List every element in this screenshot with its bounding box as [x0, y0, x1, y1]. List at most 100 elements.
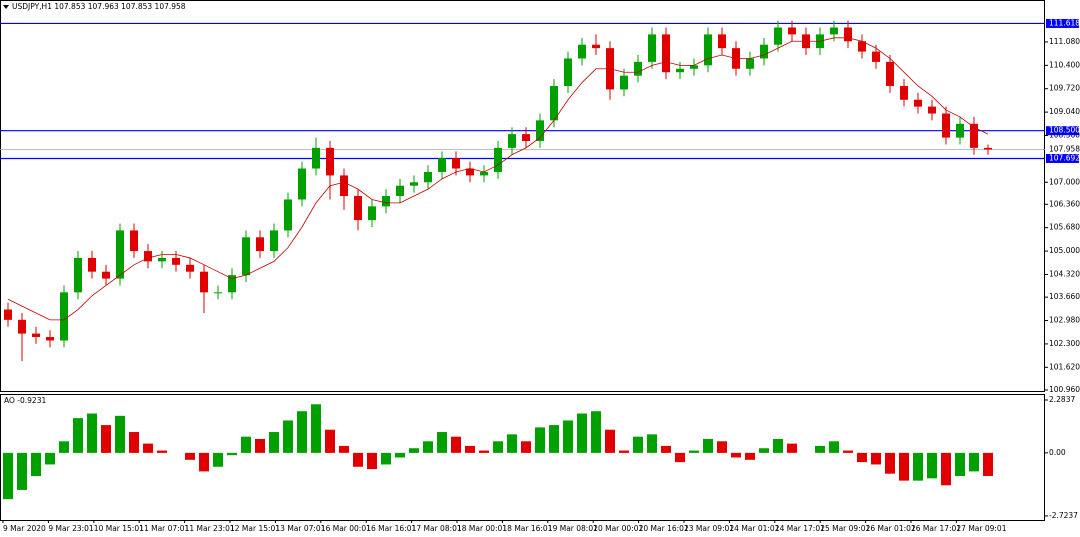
y-tick-label: -2.7237 [1049, 511, 1078, 520]
ao-bar [689, 450, 699, 453]
candle-body [788, 27, 796, 35]
candle-body [634, 61, 642, 76]
x-tick-label: 16 Mar 16:01 [366, 524, 416, 533]
candle-body [172, 257, 180, 265]
candle-body [564, 58, 572, 86]
candle-body [662, 34, 670, 73]
candle-body [410, 182, 418, 186]
y-tick-label: 103.660 [1049, 292, 1080, 301]
ao-bar [241, 436, 251, 453]
ao-bar [675, 452, 685, 463]
ao-bar [955, 452, 965, 477]
candle-body [228, 275, 236, 293]
candle-body [746, 58, 754, 69]
candle-body [242, 237, 250, 276]
ao-bar [619, 450, 629, 453]
ao-bar [353, 452, 363, 467]
y-tick-label: 102.300 [1049, 339, 1080, 348]
x-tick-label: 9 Mar 2020 [3, 524, 46, 533]
ao-bar [563, 420, 573, 453]
candle-body [396, 185, 404, 197]
candle-body [326, 147, 334, 176]
ao-bar [843, 450, 853, 453]
ao-bar [423, 441, 433, 453]
ao-bar [535, 427, 545, 453]
candle-body [130, 230, 138, 252]
candle-body [200, 271, 208, 293]
x-tick-label: 11 Mar 07:01 [139, 524, 189, 533]
ao-bar [731, 452, 741, 458]
ao-bar [213, 452, 223, 467]
candle-body [74, 257, 82, 293]
ao-bar [73, 418, 83, 453]
candle-body [158, 257, 166, 262]
ao-bar [367, 452, 377, 470]
candle-body [270, 230, 278, 252]
ao-bar [311, 404, 321, 453]
candle-body [494, 147, 502, 172]
candle-body [480, 171, 488, 176]
x-tick-label: 17 Mar 08:01 [412, 524, 462, 533]
x-tick-label: 24 Mar 17:01 [775, 524, 825, 533]
y-tick-label: 109.720 [1049, 84, 1080, 93]
y-tick-label: 111.080 [1049, 37, 1080, 46]
ao-bar [703, 438, 713, 453]
candle-body [984, 147, 992, 150]
ao-bar [339, 445, 349, 453]
x-tick-label: 26 Mar 01:01 [866, 524, 916, 533]
candle-body [942, 113, 950, 138]
y-tick-label: 102.980 [1049, 316, 1080, 325]
ao-bar [325, 429, 335, 453]
y-tick-label: 2.2837 [1049, 395, 1075, 404]
candle-body [858, 41, 866, 52]
candle-body [872, 51, 880, 62]
candle-body [760, 44, 768, 59]
ao-bar [647, 434, 657, 453]
ao-bar [3, 452, 13, 500]
x-tick-label: 23 Mar 09:01 [684, 524, 734, 533]
oscillator-frame [0, 394, 1045, 521]
candle-body [970, 123, 978, 148]
ao-bar [465, 445, 475, 453]
y-tick-label: 105.680 [1049, 223, 1080, 232]
x-tick-label: 9 Mar 23:01 [48, 524, 94, 533]
ao-bar [143, 443, 153, 453]
candle-body [102, 271, 110, 279]
y-tick-label: 106.360 [1049, 199, 1080, 208]
ao-bar [199, 452, 209, 472]
x-tick-label: 18 Mar 16:01 [502, 524, 552, 533]
ao-bar [577, 413, 587, 453]
x-tick-label: 19 Mar 08:01 [548, 524, 598, 533]
ao-bar [101, 425, 111, 453]
candle-body [774, 27, 782, 45]
y-tick-label: 109.040 [1049, 107, 1080, 116]
candle-body [718, 34, 726, 49]
ao-bar [633, 436, 643, 453]
y-tick-label: 100.960 [1049, 385, 1080, 394]
ao-bar [409, 448, 419, 453]
candle-body [900, 85, 908, 100]
candle-body [60, 292, 68, 341]
ao-bar [269, 432, 279, 453]
candle-body [536, 120, 544, 142]
ao-bar [717, 441, 727, 453]
ao-bar [899, 452, 909, 481]
candle-body [690, 65, 698, 69]
x-tick-label: 20 Mar 00:01 [593, 524, 643, 533]
ao-bar [549, 425, 559, 453]
ao-bar [395, 452, 405, 458]
candle-body [928, 106, 936, 114]
ao-bar [157, 450, 167, 453]
y-tick-label: 107.000 [1049, 177, 1080, 186]
ao-bar [829, 441, 839, 453]
x-tick-label: 16 Mar 00:01 [321, 524, 371, 533]
candle-body [88, 257, 96, 272]
candle-body [368, 206, 376, 221]
candle-body [340, 175, 348, 197]
ao-bar [31, 452, 41, 477]
candle-body [18, 319, 26, 334]
candle-body [466, 168, 474, 176]
x-tick-label: 10 Mar 15:01 [94, 524, 144, 533]
ao-bar [283, 420, 293, 453]
